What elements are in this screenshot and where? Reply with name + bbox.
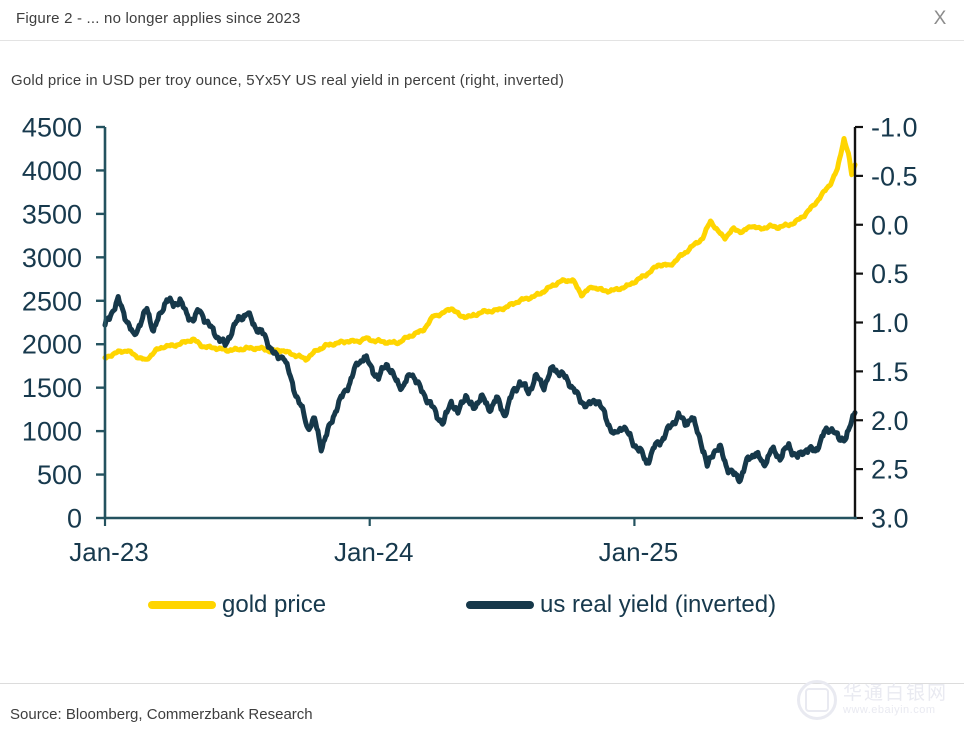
chart-canvas: 4500 4000 3500 3000 2500 2000 1500 1000 500 0 -1.0… [22, 113, 918, 568]
left-axis-tick-label: 2500 [22, 286, 82, 316]
legend-item-us-real-yield: us real yield (inverted) [466, 590, 776, 620]
close-icon[interactable]: X [933, 8, 947, 29]
left-axis-tick-label: 1500 [22, 373, 82, 403]
gold-price-line [102, 136, 858, 363]
header-divider [0, 40, 964, 41]
x-axis-tick-label: Jan-24 [334, 537, 414, 567]
left-axis-tick-label: 0 [67, 504, 82, 534]
x-axis-tick-label: Jan-25 [599, 537, 679, 567]
left-axis-tick-label: 500 [37, 460, 82, 490]
right-axis-tick-label: 2.5 [871, 455, 909, 485]
figure-title: Figure 2 - ... no longer applies since 2… [16, 10, 301, 27]
us-real-yield-line-swatch [466, 601, 534, 609]
legend-label-gold-price: gold price [222, 591, 327, 618]
legend-item-gold-price: gold price [148, 590, 326, 620]
right-axis-tick-label: -1.0 [871, 113, 918, 143]
right-axis-tick-label: 1.5 [871, 357, 909, 387]
left-axis-tick-label: 4500 [22, 113, 82, 143]
chart-subtitle: Gold price in USD per troy ounce, 5Yx5Y … [11, 72, 565, 89]
footer-divider [0, 683, 964, 684]
right-axis-tick-label: -0.5 [871, 161, 918, 191]
left-axis-tick-label: 4000 [22, 156, 82, 186]
right-axis-tick-label: 0.5 [871, 259, 909, 289]
watermark: 华通白银网 www.ebaiyin.com [797, 680, 948, 720]
right-axis-tick-label: 3.0 [871, 504, 909, 534]
left-axis-tick-label: 1000 [22, 417, 82, 447]
right-axis-tick-label: 1.0 [871, 308, 909, 338]
right-axis-tick-label: 0.0 [871, 210, 909, 240]
watermark-url: www.ebaiyin.com [843, 704, 936, 717]
right-axis-tick-label: 2.0 [871, 406, 909, 436]
watermark-logo-icon [797, 680, 837, 720]
left-axis-tick-label: 2000 [22, 330, 82, 360]
x-axis-tick-label: Jan-23 [69, 537, 149, 567]
left-axis-tick-label: 3000 [22, 243, 82, 273]
source-text: Source: Bloomberg, Commerzbank Research [10, 706, 313, 723]
legend-label-us-real-yield: us real yield (inverted) [540, 591, 777, 618]
left-axis-tick-label: 3500 [22, 199, 82, 229]
gold-line-swatch [148, 601, 216, 609]
us-real-yield-line [102, 294, 858, 485]
watermark-site-name: 华通白银网 [843, 682, 949, 704]
